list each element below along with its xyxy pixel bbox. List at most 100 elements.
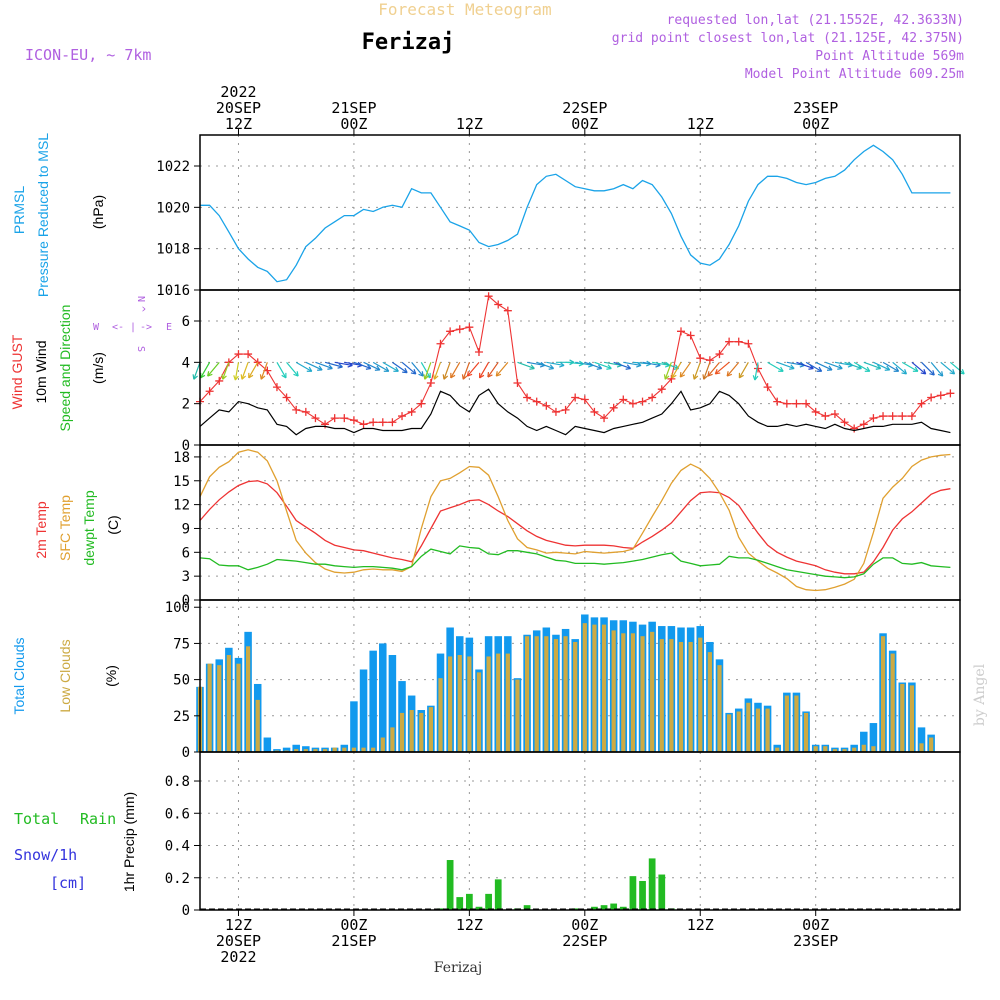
low-cloud-bar — [707, 652, 712, 752]
gust-point — [859, 420, 868, 429]
wind-arrow-head — [702, 374, 708, 380]
gridpoint-coords: grid point closest lon,lat (21.125E, 42.… — [612, 31, 964, 46]
gust-point — [484, 292, 493, 301]
bottom-time-label: 12Z — [225, 916, 252, 934]
gust-point — [725, 337, 734, 346]
gust-point — [734, 337, 743, 346]
wind-arrow — [479, 362, 490, 379]
gust-point — [215, 376, 224, 385]
y-tick-label: 25 — [173, 709, 190, 725]
wind-arrow — [392, 361, 408, 374]
wind-arrow-head — [240, 374, 247, 380]
wind-arrow-head — [738, 372, 744, 379]
low-cloud-bar — [294, 749, 299, 752]
low-cloud-bar — [659, 639, 664, 752]
wind-arrow — [372, 361, 390, 372]
wind-arrow — [594, 361, 612, 370]
point-altitude: Point Altitude 569m — [815, 49, 964, 64]
bottom-time-label: 00Z — [571, 916, 598, 934]
wind-arrow-head — [466, 371, 473, 377]
gust-point — [523, 393, 532, 402]
wind-arrow-head — [495, 371, 502, 377]
wind-arrow-head — [625, 364, 632, 370]
top-time-label: 23SEP — [793, 99, 838, 117]
gust-point — [292, 405, 301, 414]
wind-arrow-head — [402, 367, 408, 374]
low-cloud-bar — [438, 678, 443, 752]
low-cloud-bar — [515, 679, 520, 752]
wind-arrow-head — [410, 369, 417, 375]
gust-point — [446, 327, 455, 336]
y-tick-label: 0 — [182, 745, 190, 761]
wind-arrow-head — [726, 371, 733, 377]
wind-arrow-head — [692, 374, 699, 380]
y-tick-label: 50 — [173, 673, 190, 689]
wind-arrow-head — [306, 366, 313, 372]
pressure-unit: (hPa) — [90, 195, 106, 229]
compass-rose: W <- | -> E N ^ S — [93, 296, 172, 352]
pressure-line — [200, 144, 951, 283]
wind-arrow — [853, 361, 871, 372]
gust-point — [398, 412, 407, 421]
low-cloud-bar — [919, 743, 924, 752]
gust-point — [407, 407, 416, 416]
low-cloud-bar — [842, 749, 847, 752]
y-tick-label: 2 — [182, 397, 190, 413]
y-tick-label: 0 — [182, 593, 190, 609]
low-cloud-bar — [207, 663, 212, 752]
wind-arrow-head — [884, 365, 891, 371]
wind-arrow — [462, 362, 470, 380]
rain-bar — [456, 897, 464, 910]
gust-point — [301, 407, 310, 416]
rain-bar — [639, 880, 646, 910]
low-cloud-bar — [409, 710, 414, 752]
cloud-label-total: Total Clouds — [11, 637, 27, 714]
gust-point — [696, 354, 705, 363]
wind-arrow-head — [450, 372, 456, 379]
y-tick-label: 1020 — [156, 200, 190, 216]
gust-point — [744, 339, 753, 348]
rain-bar — [446, 860, 454, 910]
low-cloud-bar — [476, 672, 482, 752]
wind-arrow-head — [442, 374, 449, 380]
wind-arrow — [892, 361, 907, 375]
wind-arrow — [949, 361, 965, 375]
wind-arrow — [911, 361, 927, 375]
gust-point — [513, 379, 522, 387]
compass-e: E — [166, 322, 172, 333]
wind-arrow-head — [596, 364, 603, 370]
wind-arrow — [825, 361, 843, 370]
wind-arrow — [844, 361, 862, 370]
wind-arrow-head — [893, 366, 900, 372]
gust-point — [340, 414, 349, 423]
low-cloud-bar — [794, 695, 799, 752]
gust-point — [619, 395, 628, 404]
y-tick-label: 0.4 — [165, 839, 190, 855]
low-cloud-bar — [650, 631, 655, 752]
y-tick-label: 0 — [182, 438, 190, 454]
low-cloud-bar — [852, 747, 857, 752]
rain-bar — [466, 893, 473, 910]
wind-arrow-head — [207, 371, 213, 377]
total-cloud-bar — [860, 731, 868, 752]
y-tick-label: 100 — [165, 600, 190, 616]
wind-arrow-head — [233, 375, 239, 381]
bottom-time-label: 00Z — [340, 916, 367, 934]
pressure-label-desc: Pressure Reduced to MSL — [35, 133, 51, 297]
wind-arrow-head — [816, 366, 823, 372]
low-cloud-bar — [611, 630, 616, 752]
low-cloud-bar — [534, 636, 539, 752]
gust-point — [609, 403, 618, 412]
gust-point — [417, 399, 426, 408]
wind-arrow — [921, 361, 935, 376]
low-cloud-bar — [621, 633, 626, 752]
wind-arrow-head — [479, 372, 485, 379]
y-tick-label: 0.2 — [165, 871, 190, 887]
wind-arrow-head — [901, 369, 908, 375]
gust-point — [349, 416, 358, 425]
low-cloud-bar — [678, 641, 684, 752]
y-tick-label: 3 — [182, 569, 190, 585]
temp-label-dew: dewpt Temp — [81, 490, 97, 565]
low-cloud-bar — [592, 624, 597, 752]
total-cloud-bar — [379, 643, 387, 752]
